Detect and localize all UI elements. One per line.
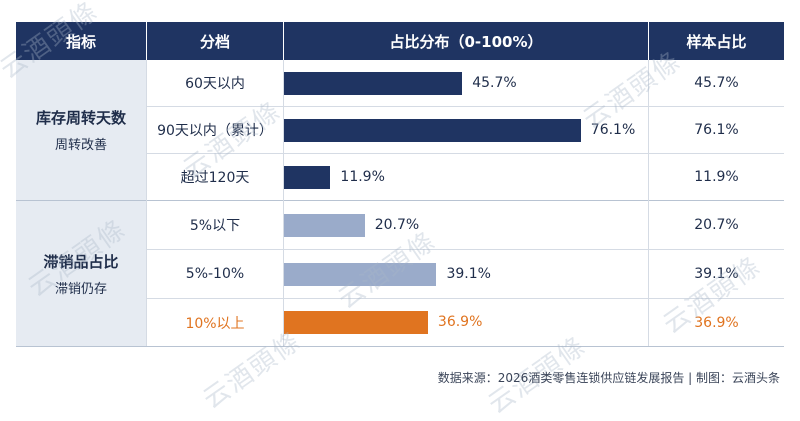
group-inventory-turnover: 库存周转天数 周转改善	[16, 60, 146, 200]
bar	[284, 71, 463, 95]
bar-value-label: 76.1%	[590, 121, 636, 138]
sample-cell: 11.9%	[694, 169, 739, 185]
row-divider	[146, 298, 784, 299]
bar	[284, 118, 581, 142]
group-slow-moving: 滞销品占比 滞销仍存	[16, 201, 146, 346]
bar-value-label: 20.7%	[374, 216, 420, 233]
header-indicator: 指标	[16, 22, 146, 60]
bar	[284, 262, 437, 286]
bar-value-label: 36.9%	[437, 313, 483, 330]
sample-cell: 45.7%	[694, 75, 739, 91]
tier-cell: 超过120天	[180, 170, 250, 186]
group-subtitle: 滞销仍存	[54, 281, 107, 297]
row-divider	[146, 153, 784, 154]
sample-cell: 76.1%	[694, 122, 739, 138]
row-divider	[146, 249, 784, 250]
bar	[284, 213, 365, 237]
header-sample: 样本占比	[649, 22, 784, 60]
column-divider	[146, 60, 147, 346]
row-divider	[146, 106, 784, 107]
tier-cell: 60天以内	[185, 76, 245, 92]
bar-value-label: 11.9%	[340, 168, 385, 185]
sample-cell: 39.1%	[694, 266, 739, 282]
bar-value-label: 39.1%	[446, 265, 491, 282]
column-divider	[648, 60, 649, 346]
group-title: 库存周转天数	[35, 109, 126, 127]
sample-cell: 20.7%	[694, 217, 739, 233]
group-subtitle: 周转改善	[54, 138, 107, 153]
header-distribution: 占比分布（0-100%）	[284, 22, 648, 60]
tier-cell: 5%以下	[189, 218, 241, 234]
column-divider	[283, 60, 284, 346]
tier-cell: 5%-10%	[185, 266, 245, 282]
group-separator	[16, 200, 784, 201]
source-note: 数据来源：2026酒类零售连锁供应链发展报告 | 制图：云酒头条	[437, 371, 780, 385]
table-bottom	[16, 346, 784, 347]
group-title: 滞销品占比	[43, 252, 119, 271]
sample-cell-highlight: 36.9%	[694, 314, 739, 331]
bar	[284, 310, 428, 334]
bar	[284, 165, 331, 189]
tier-cell: 90天以内（累计）	[157, 123, 273, 139]
bar-value-label: 45.7%	[472, 74, 517, 91]
header-tier: 分档	[147, 22, 283, 60]
tier-cell-highlight: 10%以上	[185, 315, 245, 332]
